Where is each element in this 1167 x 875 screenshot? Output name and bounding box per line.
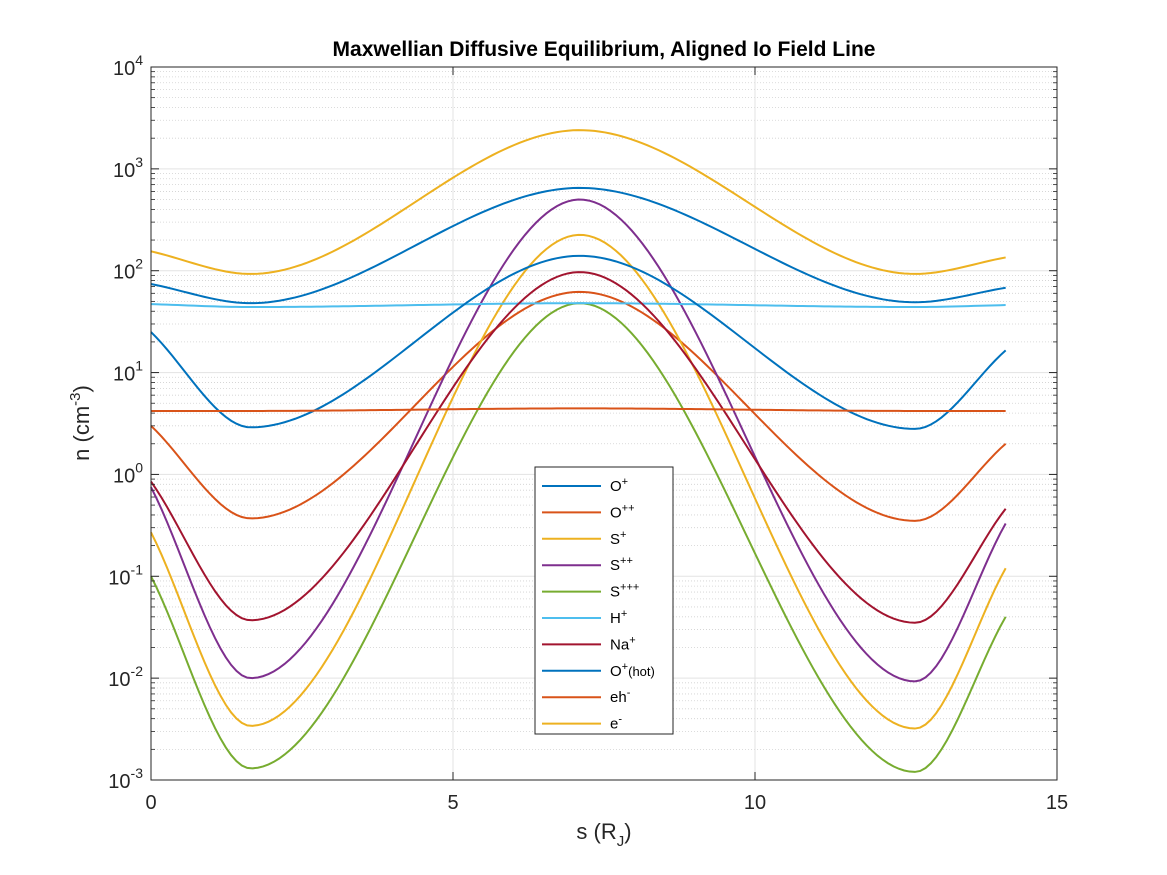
legend-label: O+	[610, 476, 628, 495]
y-tick-label: 10-1	[108, 561, 143, 589]
y-tick-label: 103	[113, 154, 143, 182]
axis-layer: 0 5 10 15 10-3 10-2 10-1 100 101 102 103 104	[108, 52, 1068, 814]
y-tick-label: 100	[113, 459, 143, 487]
plot-area-frame	[150, 66, 1058, 781]
series-line-h-	[150, 302, 1006, 309]
x-tick-label: 10	[744, 792, 766, 814]
legend-label: e-	[610, 714, 622, 733]
legend-label: O++	[610, 502, 635, 521]
y-tick-label: 104	[113, 52, 143, 80]
series-line-o-	[150, 186, 1006, 305]
x-tick-label: 15	[1046, 792, 1068, 814]
series-layer	[150, 129, 1007, 773]
series-line-e-	[150, 129, 1006, 275]
legend: O+ O++ S+ S++ S+++ H+ Na+ O+(hot) eh-e-	[534, 466, 674, 735]
legend-label: S+++	[610, 582, 639, 601]
series-line-o-	[150, 290, 1007, 522]
series-line-s-	[150, 233, 1007, 730]
legend-label: S+	[610, 529, 626, 548]
legend-box	[534, 466, 674, 735]
y-tick-label: 10-3	[108, 765, 143, 793]
legend-label: H+	[610, 608, 627, 627]
x-tick-label: 0	[145, 792, 156, 814]
series-line-s-	[150, 198, 1007, 683]
x-axis-label: s (RJ)	[576, 819, 631, 850]
legend-label: Na+	[610, 634, 636, 653]
legend-label: S++	[610, 555, 633, 574]
x-tick-label: 5	[447, 792, 458, 814]
y-axis-label: n (cm-3)	[67, 385, 94, 461]
legend-label: eh-	[610, 687, 631, 706]
series-line-o-hot-	[150, 254, 1007, 430]
y-tick-label: 10-2	[108, 663, 143, 691]
series-line-eh-	[151, 407, 1006, 412]
series-line-na-	[150, 271, 1007, 624]
legend-items: O+ O++ S+ S++ S+++ H+ Na+ O+(hot) eh-e-	[542, 476, 655, 733]
y-tick-label: 101	[113, 358, 143, 386]
legend-label: O+(hot)	[610, 661, 655, 680]
grid-layer	[150, 66, 1058, 781]
chart-title: Maxwellian Diffusive Equilibrium, Aligne…	[333, 38, 876, 61]
y-tick-label: 102	[113, 256, 143, 284]
